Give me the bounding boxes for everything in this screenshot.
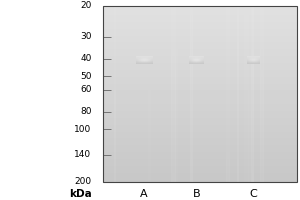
Bar xyxy=(244,6,248,182)
Bar xyxy=(171,6,175,182)
Bar xyxy=(237,6,238,182)
Text: 20: 20 xyxy=(80,1,92,10)
Bar xyxy=(260,6,263,182)
Text: B: B xyxy=(193,189,200,199)
Text: C: C xyxy=(250,189,257,199)
Bar xyxy=(103,6,297,182)
Text: 30: 30 xyxy=(80,32,92,41)
Text: 50: 50 xyxy=(80,72,92,81)
Text: 200: 200 xyxy=(74,178,92,186)
Bar xyxy=(252,6,253,182)
Bar xyxy=(190,6,192,182)
Text: 80: 80 xyxy=(80,107,92,116)
Bar xyxy=(175,6,177,182)
Bar xyxy=(148,6,150,182)
Text: 60: 60 xyxy=(80,85,92,94)
Bar xyxy=(226,6,229,182)
Text: 140: 140 xyxy=(74,150,92,159)
Text: A: A xyxy=(140,189,148,199)
Text: kDa: kDa xyxy=(69,189,92,199)
Text: 100: 100 xyxy=(74,125,92,134)
Text: 40: 40 xyxy=(80,54,92,63)
Bar xyxy=(248,6,251,182)
Bar xyxy=(250,6,253,182)
Bar xyxy=(114,6,116,182)
